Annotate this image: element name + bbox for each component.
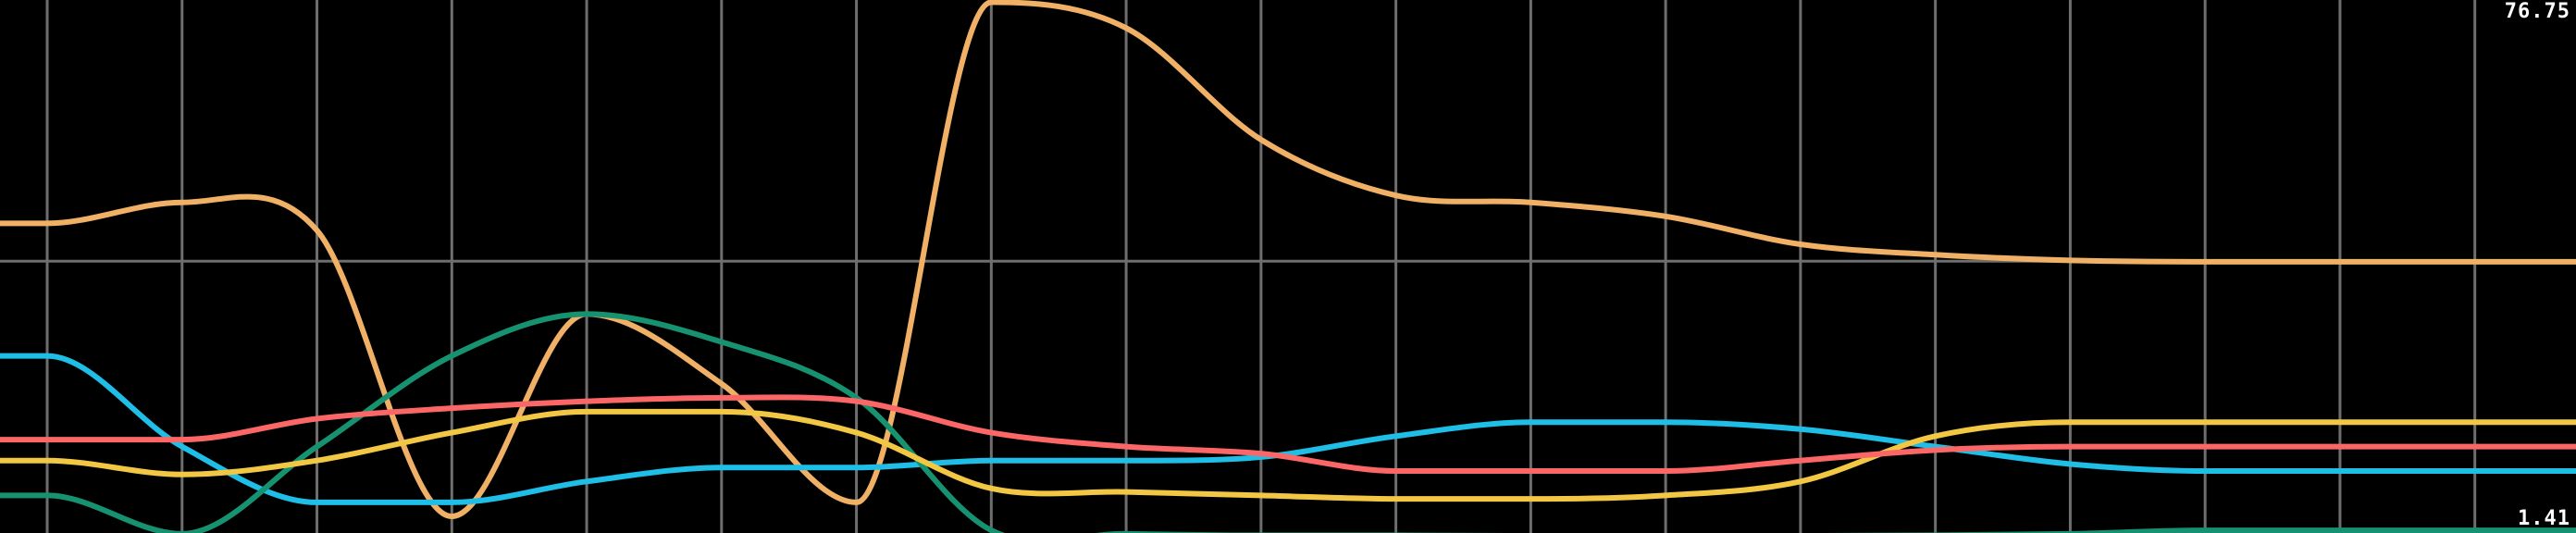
y-max-label: 76.75: [2504, 0, 2570, 23]
series-line-4: [0, 408, 2576, 502]
series-line-1: [0, 0, 2576, 520]
series-line-2: [0, 353, 2576, 505]
series-line-5: [0, 394, 2576, 475]
y-min-label: 1.41: [2518, 507, 2570, 530]
series-line-3: [0, 311, 2576, 533]
